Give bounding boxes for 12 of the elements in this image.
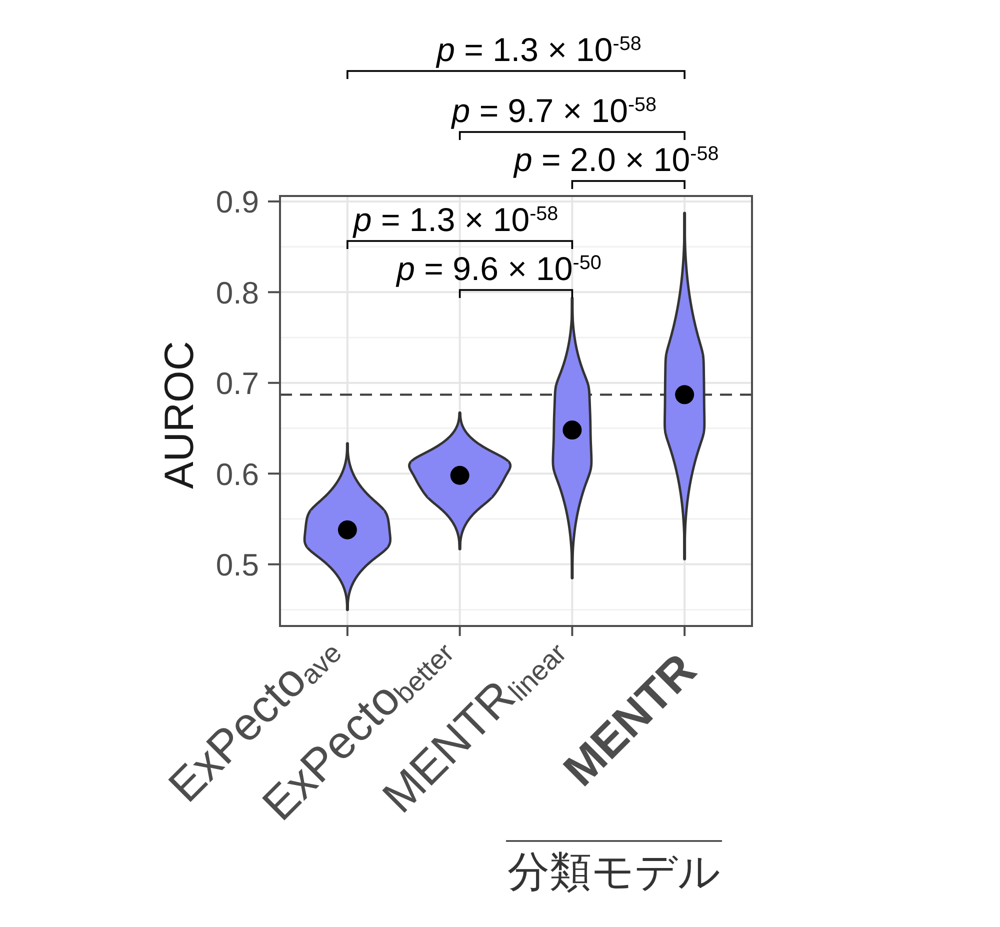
y-tick-label: 0.7 bbox=[216, 366, 259, 402]
annotation: p = 1.3 × 10$^{-58}$ bbox=[352, 201, 558, 238]
y-tick-label: 0.5 bbox=[216, 547, 259, 582]
y-tick-label: 0.6 bbox=[216, 456, 259, 492]
text: p = 1.3 × 10$^{-58}$ bbox=[436, 31, 642, 68]
y-tick-label: 0.8 bbox=[216, 275, 259, 310]
text: p = 2.0 × 10$^{-58}$ bbox=[513, 141, 719, 178]
text: p = 9.7 × 10$^{-58}$ bbox=[450, 92, 657, 129]
annotation: p = 9.6 × 10$^{-50}$ bbox=[396, 250, 602, 287]
y-tick-label: 0.9 bbox=[216, 184, 259, 220]
x-axis-title: 分類モデル bbox=[508, 848, 720, 895]
y-axis-title: AUROC bbox=[156, 340, 202, 490]
